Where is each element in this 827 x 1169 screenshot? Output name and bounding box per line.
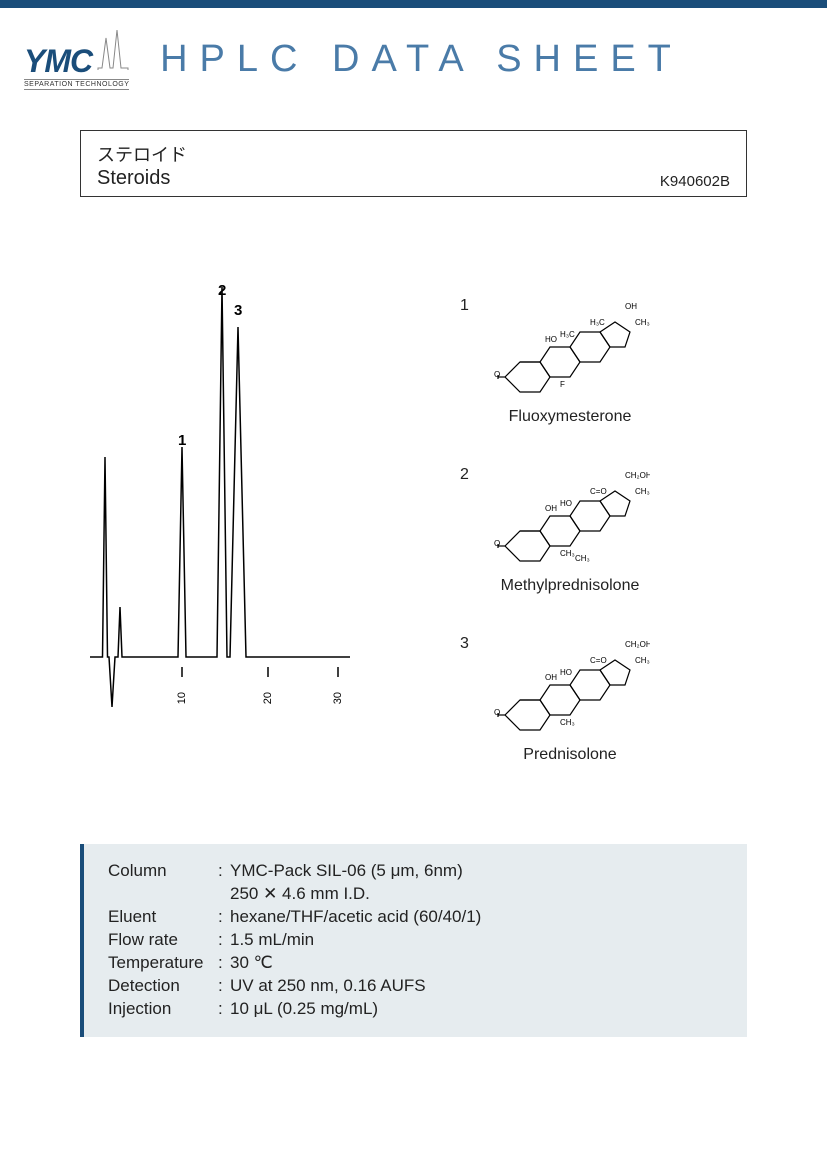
x-tick-label: 10 [176,692,188,704]
param-colon: : [218,975,230,998]
logo: YMC SEPARATION TECHNOLOGY [24,28,130,90]
param-label: Detection [108,975,218,998]
compound-structure: OHH₃CCH₃HOH₃CFOFluoxymesterone [490,297,650,426]
param-row: Detection:UV at 250 nm, 0.16 AUFS [108,975,723,998]
svg-text:C=O: C=O [590,487,607,496]
param-value: hexane/THF/acetic acid (60/40/1) [230,906,723,929]
chromatogram-chart [60,267,380,747]
chromatogram: 1 23 10 20 30 [60,267,380,767]
param-row: Eluent:hexane/THF/acetic acid (60/40/1) [108,906,723,929]
compound-structure: CH₂OH C=O CH₃ OHHO CH₃ O CH₃ Methylprednisolone [490,466,650,595]
param-value: 10 μL (0.25 mg/mL) [230,998,723,1021]
param-row: Temperature:30 ℃ [108,952,723,975]
param-row: Column:YMC-Pack SIL-06 (5 μm, 6nm) [108,860,723,883]
sheet-title: HPLC DATA SHEET [160,38,803,81]
param-label: Eluent [108,906,218,929]
svg-text:CH₃: CH₃ [635,656,650,665]
param-row: 250 ✕ 4.6 mm I.D. [108,883,723,906]
svg-text:C=O: C=O [590,656,607,665]
title-box: ステロイド Steroids K940602B [80,130,747,197]
svg-text:O: O [494,539,500,548]
logo-text: YMC [24,45,92,77]
svg-text:CH₂OH: CH₂OH [625,640,650,649]
logo-peak-icon [96,28,130,77]
param-label [108,883,218,906]
param-colon: : [218,998,230,1021]
svg-text:H₃C: H₃C [560,330,575,339]
param-value: UV at 250 nm, 0.16 AUFS [230,975,723,998]
param-label: Injection [108,998,218,1021]
svg-text:F: F [560,380,565,389]
peak-label: 2 [218,282,226,299]
param-colon: : [218,952,230,975]
param-row: Flow rate:1.5 mL/min [108,929,723,952]
compound-name: Fluoxymesterone [509,408,632,426]
svg-text:CH₃: CH₃ [635,487,650,496]
param-label: Column [108,860,218,883]
svg-text:O: O [494,708,500,717]
compound-item: 1 OHH₃CCH₃HOH₃CFOFluoxymesterone [460,297,767,426]
param-colon: : [218,906,230,929]
svg-text:O: O [494,370,500,379]
param-row: Injection:10 μL (0.25 mg/mL) [108,998,723,1021]
title-english: Steroids [97,167,187,190]
svg-text:OH: OH [545,673,557,682]
x-tick-label: 30 [332,692,344,704]
svg-text:HO: HO [545,335,557,344]
svg-text:CH₃: CH₃ [560,718,575,727]
header: YMC SEPARATION TECHNOLOGY HPLC DATA SHEE… [0,8,827,100]
svg-text:CH₂OH: CH₂OH [625,471,650,480]
param-label: Temperature [108,952,218,975]
parameters-box: Column:YMC-Pack SIL-06 (5 μm, 6nm) 250 ✕… [80,844,747,1037]
sheet-code: K940602B [660,173,730,190]
compound-number: 1 [460,297,470,315]
logo-subtitle: SEPARATION TECHNOLOGY [24,79,129,90]
compound-name: Prednisolone [523,746,616,764]
param-value: 1.5 mL/min [230,929,723,952]
peak-label: 1 [178,432,186,449]
title-japanese: ステロイド [97,141,187,167]
compound-number: 3 [460,635,470,653]
svg-text:OH: OH [625,302,637,311]
x-tick-label: 20 [262,692,274,704]
compound-name: Methylprednisolone [501,577,640,595]
svg-text:HO: HO [560,668,572,677]
svg-text:HO: HO [560,499,572,508]
param-colon [218,883,230,906]
param-colon: : [218,929,230,952]
content-area: 123102030 1 OHH₃CCH₃HOH₃CFOFluoxymestero… [0,267,827,804]
compound-item: 3 CH₂OH C=O CH₃ OHHO CH₃ O Prednisolone [460,635,767,764]
compound-number: 2 [460,466,470,484]
compound-item: 2 CH₂OH C=O CH₃ OHHO CH₃ O CH₃ Methylprednisolo… [460,466,767,595]
param-value: 30 ℃ [230,952,723,975]
svg-text:CH₃: CH₃ [560,549,575,558]
svg-text:H₃C: H₃C [590,318,605,327]
param-value: YMC-Pack SIL-06 (5 μm, 6nm) [230,860,723,883]
svg-text:CH₃: CH₃ [635,318,650,327]
param-value: 250 ✕ 4.6 mm I.D. [230,883,723,906]
svg-text:OH: OH [545,504,557,513]
param-colon: : [218,860,230,883]
svg-text:CH₃: CH₃ [575,554,590,563]
peak-label: 3 [234,302,242,319]
top-bar [0,0,827,8]
compound-structure: CH₂OH C=O CH₃ OHHO CH₃ O Prednisolone [490,635,650,764]
param-label: Flow rate [108,929,218,952]
compound-list: 1 OHH₃CCH₃HOH₃CFOFluoxymesterone2 CH₂OHC… [420,267,767,804]
